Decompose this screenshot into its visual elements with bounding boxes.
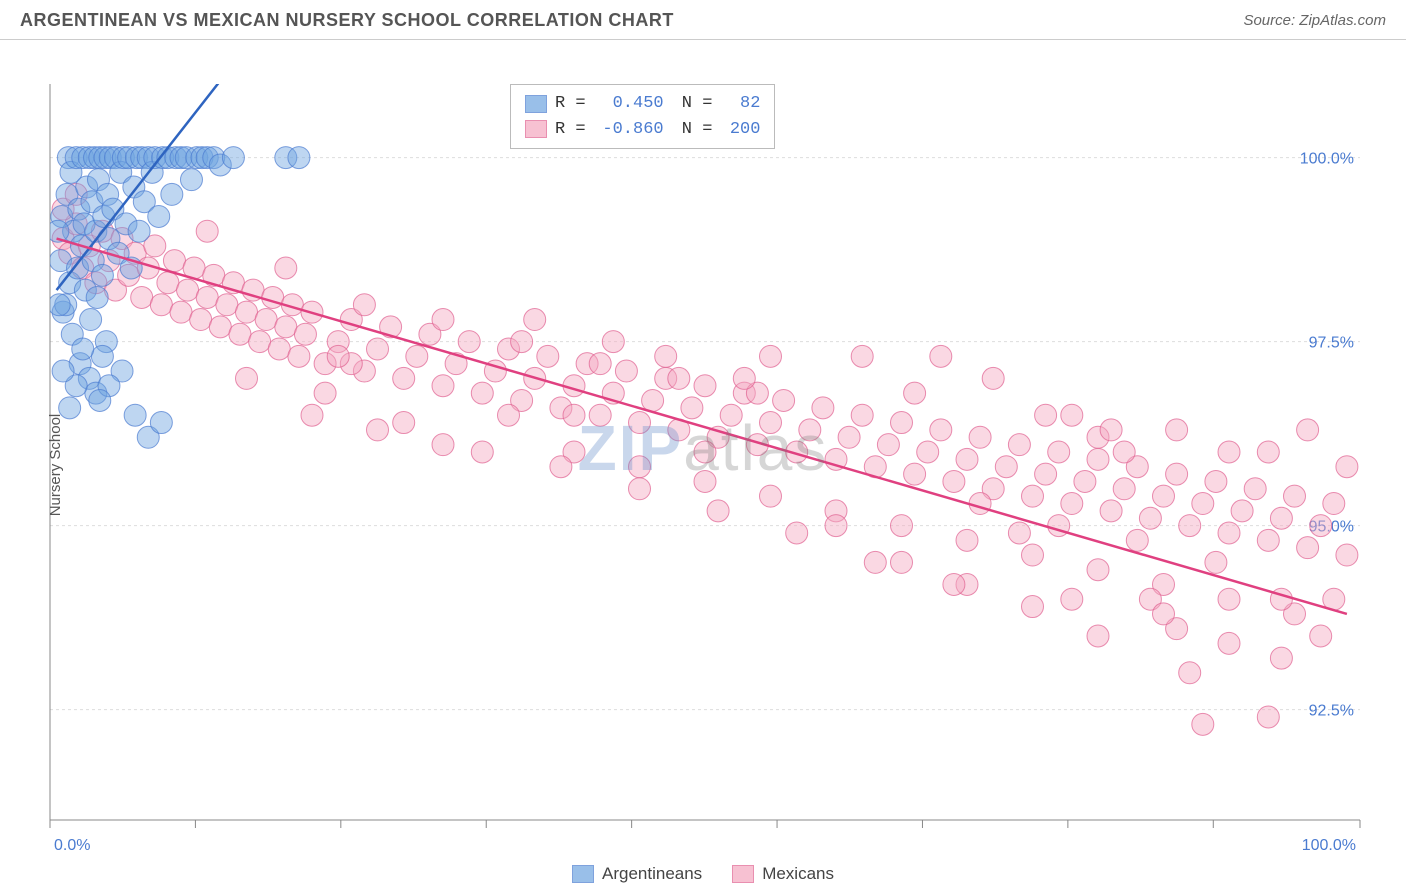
legend-n-label: N = bbox=[672, 91, 713, 117]
scatter-chart-svg: 92.5%95.0%97.5%100.0%0.0%100.0% bbox=[0, 40, 1406, 860]
legend-swatch-icon bbox=[732, 865, 754, 883]
svg-text:92.5%: 92.5% bbox=[1309, 703, 1354, 720]
legend-n-label: N = bbox=[672, 117, 713, 143]
chart-area: Nursery School 92.5%95.0%97.5%100.0%0.0%… bbox=[0, 40, 1406, 890]
correlation-legend: R = 0.450 N = 82 R = -0.860 N = 200 bbox=[510, 84, 775, 149]
legend-row-argentineans: R = 0.450 N = 82 bbox=[525, 91, 760, 117]
svg-text:100.0%: 100.0% bbox=[1300, 151, 1354, 168]
svg-text:0.0%: 0.0% bbox=[54, 837, 90, 854]
series-label: Mexicans bbox=[762, 864, 834, 884]
legend-r-value: -0.860 bbox=[594, 117, 664, 143]
legend-n-value: 82 bbox=[720, 91, 760, 117]
legend-r-value: 0.450 bbox=[594, 91, 664, 117]
series-legend: Argentineans Mexicans bbox=[0, 864, 1406, 884]
legend-swatch-icon bbox=[572, 865, 594, 883]
legend-r-label: R = bbox=[555, 91, 586, 117]
legend-n-value: 200 bbox=[720, 117, 760, 143]
svg-text:97.5%: 97.5% bbox=[1309, 335, 1354, 352]
svg-text:100.0%: 100.0% bbox=[1302, 837, 1356, 854]
legend-row-mexicans: R = -0.860 N = 200 bbox=[525, 117, 760, 143]
legend-swatch-argentineans bbox=[525, 95, 547, 113]
legend-swatch-mexicans bbox=[525, 120, 547, 138]
chart-title: ARGENTINEAN VS MEXICAN NURSERY SCHOOL CO… bbox=[20, 10, 674, 31]
series-legend-argentineans: Argentineans bbox=[572, 864, 702, 884]
y-axis-label: Nursery School bbox=[47, 414, 64, 517]
chart-source: Source: ZipAtlas.com bbox=[1243, 12, 1386, 29]
chart-header: ARGENTINEAN VS MEXICAN NURSERY SCHOOL CO… bbox=[0, 0, 1406, 40]
series-label: Argentineans bbox=[602, 864, 702, 884]
legend-r-label: R = bbox=[555, 117, 586, 143]
series-legend-mexicans: Mexicans bbox=[732, 864, 834, 884]
